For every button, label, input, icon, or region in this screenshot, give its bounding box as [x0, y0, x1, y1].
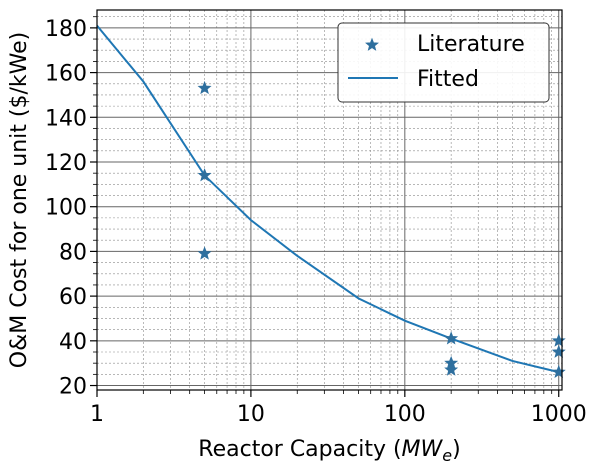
- x-axis-title-end: ): [452, 437, 461, 462]
- literature-point: [551, 344, 566, 358]
- literature-point: [197, 168, 212, 182]
- legend-label-literature: Literature: [417, 32, 525, 57]
- y-tick-label: 80: [59, 240, 87, 265]
- axis-ticks: 1 10 100 1000 20 40 60 80 100 120 140 160 180: [45, 16, 587, 427]
- legend-star-shape: [365, 37, 379, 51]
- fitted-line: [96, 25, 559, 374]
- x-axis-title-subscript: e: [442, 446, 452, 465]
- y-tick-label: 140: [45, 106, 87, 131]
- x-axis-title-text: Reactor Capacity (: [198, 437, 401, 462]
- legend-box: [337, 22, 550, 103]
- y-axis-title: O&M Cost for one unit ($/kWe): [7, 32, 32, 368]
- legend: Literature Fitted: [337, 22, 550, 103]
- legend-star-icon: [365, 37, 379, 51]
- x-tick-label: 1: [90, 402, 104, 427]
- literature-point: [197, 80, 212, 95]
- literature-point: [197, 246, 212, 260]
- literature-point: [444, 362, 459, 376]
- literature-point: [551, 333, 566, 347]
- y-tick-label: 60: [59, 285, 87, 310]
- y-tick-label: 20: [59, 375, 87, 400]
- x-tick-label: 1000: [531, 402, 587, 427]
- x-axis-title-symbol: MW: [402, 437, 444, 462]
- y-tick-label: 100: [45, 196, 87, 221]
- y-tick-label: 180: [45, 17, 87, 42]
- literature-point: [551, 364, 566, 379]
- y-tick-label: 40: [59, 330, 87, 355]
- x-tick-label: 100: [384, 402, 426, 427]
- series-layer: [96, 25, 566, 379]
- x-tick-label: 10: [237, 402, 265, 427]
- literature-point: [444, 331, 459, 345]
- y-tick-label: 120: [45, 151, 87, 176]
- x-axis-title: Reactor Capacity (MWe): [198, 437, 460, 465]
- legend-label-fitted: Fitted: [417, 67, 479, 92]
- plot-frame: [96, 9, 563, 391]
- y-tick-label: 160: [45, 62, 87, 87]
